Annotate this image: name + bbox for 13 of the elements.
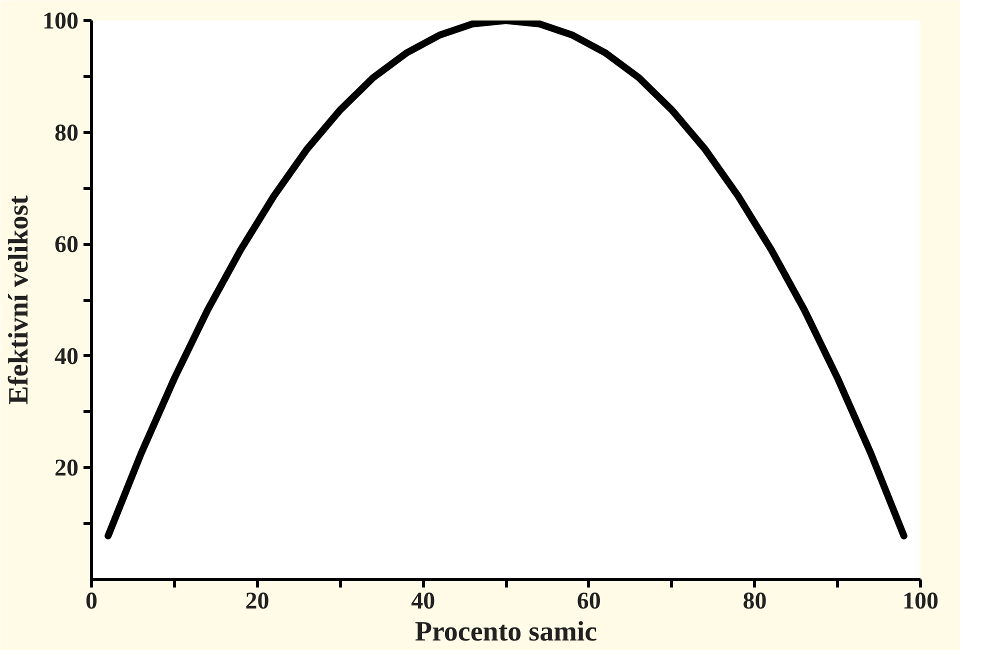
x-tick-label: 60 — [576, 588, 601, 614]
x-tick-label: 80 — [742, 588, 767, 614]
x-tick-label: 40 — [411, 588, 436, 614]
y-axis-title: Efektivní velikost — [4, 194, 34, 405]
x-tick-label: 100 — [902, 588, 938, 614]
x-tick-label: 20 — [245, 588, 270, 614]
y-tick-label: 80 — [54, 120, 78, 146]
x-tick-label: 0 — [86, 588, 98, 614]
x-axis-title: Procento samic — [414, 616, 598, 648]
y-tick-label: 40 — [54, 344, 78, 370]
y-tick-label: 20 — [54, 456, 78, 482]
y-tick-label: 60 — [54, 232, 78, 258]
y-tick-label: 100 — [42, 8, 78, 34]
